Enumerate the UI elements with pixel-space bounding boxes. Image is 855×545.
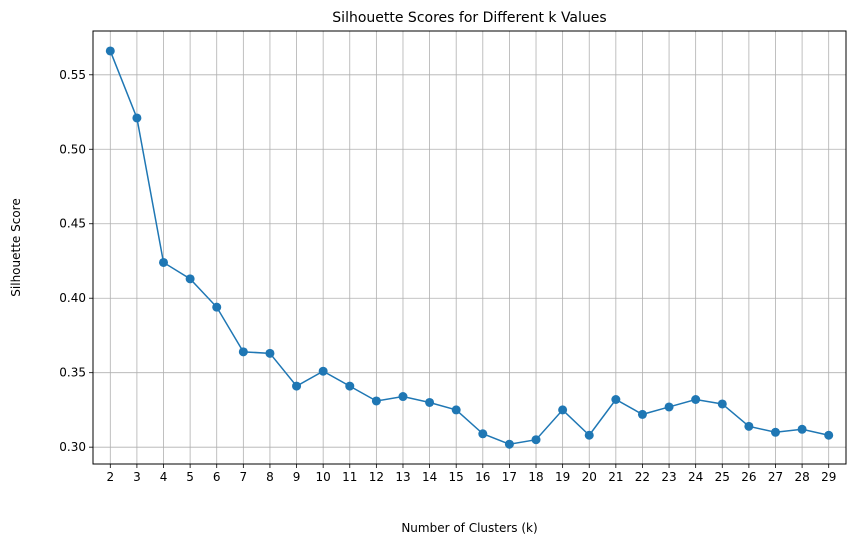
data-point — [478, 429, 488, 439]
y-tick-label: 0.40 — [59, 291, 86, 305]
chart-title: Silhouette Scores for Different k Values — [332, 10, 606, 26]
x-tick-label: 23 — [661, 470, 676, 484]
data-point — [105, 46, 115, 56]
data-point — [425, 397, 435, 407]
data-point — [531, 435, 541, 445]
x-tick-label: 27 — [768, 470, 783, 484]
series-line-group — [109, 50, 829, 445]
data-point — [185, 274, 195, 284]
data-point — [824, 430, 834, 440]
x-tick-label: 26 — [741, 470, 756, 484]
data-point — [797, 424, 807, 434]
x-tick-label: 3 — [133, 470, 141, 484]
plot-frame — [92, 30, 847, 465]
x-tick-label: 6 — [213, 470, 221, 484]
x-tick-label: 11 — [342, 470, 357, 484]
data-point — [637, 409, 647, 419]
x-tick-label: 24 — [688, 470, 703, 484]
series-markers — [105, 46, 834, 449]
data-point — [398, 392, 408, 402]
data-point — [744, 421, 754, 431]
data-point — [238, 347, 248, 357]
y-tick-label: 0.55 — [59, 68, 86, 82]
data-point — [159, 257, 169, 267]
data-point — [691, 395, 701, 405]
x-tick-label: 28 — [794, 470, 809, 484]
data-point — [265, 348, 275, 358]
data-point — [717, 399, 727, 409]
data-point — [345, 381, 355, 391]
data-point — [504, 439, 514, 449]
x-tick-label: 19 — [555, 470, 570, 484]
x-tick-label: 9 — [293, 470, 301, 484]
y-tick-label: 0.30 — [59, 440, 86, 454]
y-ticks: 0.30 0.35 0.40 0.45 0.50 0.55 — [59, 68, 93, 454]
data-point — [558, 405, 568, 415]
data-point — [584, 430, 594, 440]
y-tick-label: 0.35 — [59, 366, 86, 380]
series-line — [109, 50, 829, 445]
x-tick-label: 2 — [106, 470, 114, 484]
y-tick-label: 0.45 — [59, 217, 86, 231]
x-tick-label: 16 — [475, 470, 490, 484]
grid-lines — [93, 31, 846, 464]
x-tick-label: 15 — [449, 470, 464, 484]
x-tick-label: 7 — [240, 470, 248, 484]
x-tick-label: 5 — [186, 470, 194, 484]
x-tick-label: 14 — [422, 470, 437, 484]
data-point — [132, 113, 142, 123]
data-point — [212, 302, 222, 312]
x-tick-label: 21 — [608, 470, 623, 484]
y-tick-label: 0.50 — [59, 142, 86, 156]
x-tick-label: 25 — [715, 470, 730, 484]
data-point — [770, 427, 780, 437]
x-ticks: 2 3 4 5 6 7 8 9 10 11 12 13 14 15 16 17 18 19 20 21 22 23 24 25… — [106, 464, 836, 484]
x-tick-label: 10 — [316, 470, 331, 484]
data-point — [292, 381, 302, 391]
x-tick-label: 29 — [821, 470, 836, 484]
x-tick-label: 22 — [635, 470, 650, 484]
x-tick-label: 20 — [582, 470, 597, 484]
data-point — [611, 395, 621, 405]
x-tick-label: 13 — [395, 470, 410, 484]
x-tick-label: 12 — [369, 470, 384, 484]
y-axis-label: Silhouette Score — [9, 198, 23, 296]
x-axis-label: Number of Clusters (k) — [401, 521, 537, 535]
data-point — [451, 405, 461, 415]
x-tick-label: 4 — [160, 470, 168, 484]
data-point — [371, 396, 381, 406]
x-tick-label: 8 — [266, 470, 274, 484]
data-point — [664, 402, 674, 412]
x-tick-label: 17 — [502, 470, 517, 484]
x-tick-label: 18 — [528, 470, 543, 484]
data-point — [318, 366, 328, 376]
